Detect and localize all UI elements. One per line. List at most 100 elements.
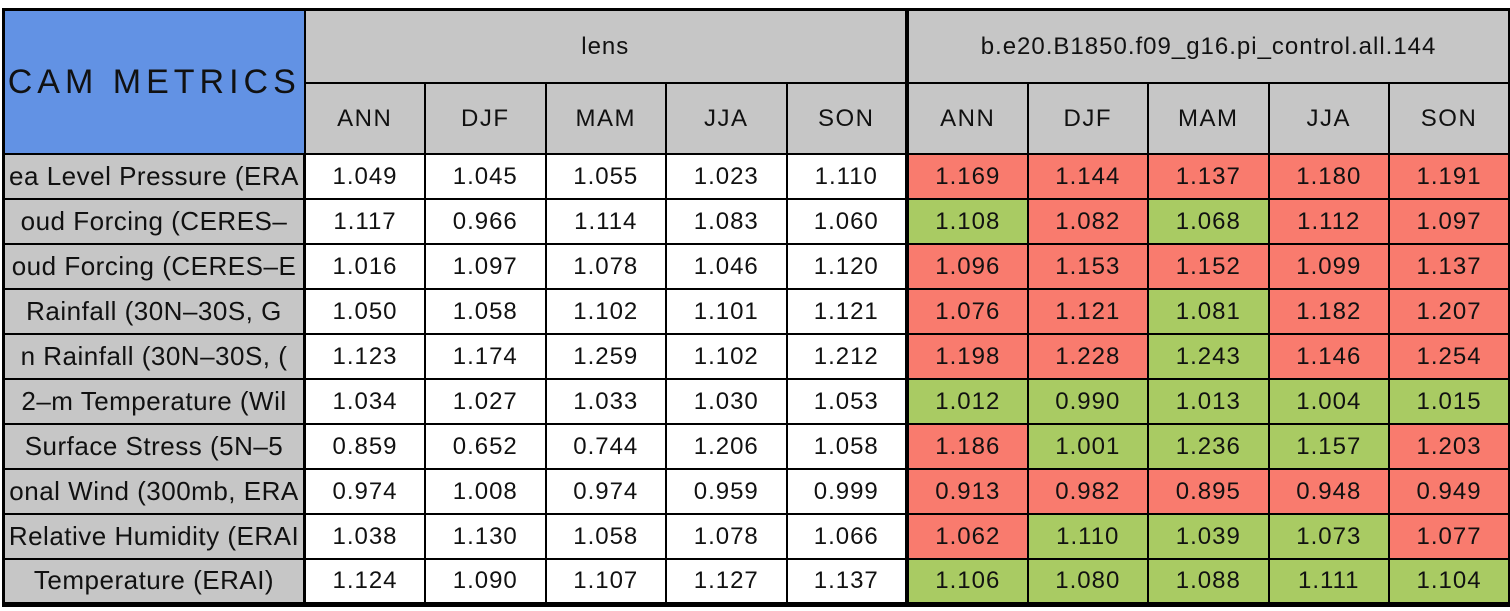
lens-value-cell: 1.123 [303,333,426,380]
control-value-cell: 1.015 [1388,378,1510,425]
lens-value-cell: 1.023 [665,153,788,200]
season-header-control-son: SON [1388,82,1510,155]
control-value-cell: 1.169 [905,153,1029,200]
control-value-cell: 1.207 [1388,288,1510,335]
lens-value-cell: 1.206 [665,423,788,470]
control-value-cell: 1.076 [905,288,1029,335]
metric-label: n Rainfall (30N–30S, ( [2,333,306,380]
control-value-cell: 1.254 [1388,333,1510,380]
lens-value-cell: 0.744 [544,423,667,470]
lens-value-cell: 1.124 [303,558,426,605]
control-value-cell: 1.080 [1026,558,1150,605]
season-header-control-djf: DJF [1026,82,1150,155]
lens-value-cell: 1.102 [544,288,667,335]
metric-row: onal Wind (300mb, ERA 0.974 1.008 0.974 0.95… [2,468,1510,515]
lens-value-cell: 1.259 [544,333,667,380]
season-header-control-jja: JJA [1267,82,1391,155]
lens-value-cell: 0.974 [544,468,667,515]
season-header-lens-djf: DJF [424,82,547,155]
lens-value-cell: 1.078 [665,513,788,560]
control-value-cell: 1.108 [905,198,1029,245]
control-value-cell: 1.082 [1026,198,1150,245]
metric-label: Rainfall (30N–30S, G [2,288,306,335]
control-value-cell: 1.137 [1388,243,1510,290]
control-value-cell: 1.110 [1026,513,1150,560]
control-value-cell: 1.073 [1267,513,1391,560]
lens-value-cell: 1.107 [544,558,667,605]
control-value-cell: 1.039 [1147,513,1270,560]
metric-row: Rainfall (30N–30S, G 1.050 1.058 1.102 1.101… [2,288,1510,335]
lens-value-cell: 1.083 [665,198,788,245]
lens-value-cell: 1.117 [303,198,426,245]
metric-row: n Rainfall (30N–30S, (1.123 1.174 1.259 1.1… [2,333,1510,380]
control-value-cell: 0.990 [1026,378,1150,425]
control-value-cell: 1.062 [905,513,1029,560]
table-title: CAM METRICS [2,8,306,155]
control-value-cell: 0.949 [1388,468,1510,515]
group-header-row: CAM METRICS lens b.e20.B1850.f09_g16.pi_… [2,8,1510,155]
metric-row: Relative Humidity (ERAI 1.038 1.130 1.058 1.… [2,513,1510,560]
lens-value-cell: 1.049 [303,153,426,200]
lens-value-cell: 1.066 [785,513,909,560]
control-value-cell: 1.106 [905,558,1029,605]
lens-value-cell: 1.027 [424,378,547,425]
control-value-cell: 1.111 [1267,558,1391,605]
season-header-row: ANN DJF MAM JJA SON ANN DJF MAM JJA SON [4,82,1510,155]
season-header-control-ann: ANN [905,82,1029,155]
control-value-cell: 1.121 [1026,288,1150,335]
metric-row: Temperature (ERAI) 1.124 1.090 1.107 1.127 1.… [2,558,1510,605]
lens-value-cell: 1.030 [665,378,788,425]
lens-value-cell: 1.137 [785,558,909,605]
group-header-control-case: b.e20.B1850.f09_g16.pi_control.all.144 [905,8,1510,85]
metric-row: oud Forcing (CERES– 1.117 0.966 1.114 1.083 1… [2,198,1510,245]
lens-value-cell: 1.121 [785,288,909,335]
lens-value-cell: 1.130 [424,513,547,560]
control-value-cell: 1.243 [1147,333,1270,380]
lens-value-cell: 1.016 [303,243,426,290]
lens-value-cell: 0.999 [785,468,909,515]
season-header-control-mam: MAM [1147,82,1270,155]
metric-label: 2–m Temperature (Wil [2,378,306,425]
lens-value-cell: 1.127 [665,558,788,605]
lens-value-cell: 1.058 [785,423,909,470]
season-header-lens-mam: MAM [544,82,667,155]
lens-value-cell: 1.050 [303,288,426,335]
lens-value-cell: 1.097 [424,243,547,290]
season-header-lens-ann: ANN [303,82,426,155]
control-value-cell: 1.097 [1388,198,1510,245]
control-value-cell: 1.228 [1026,333,1150,380]
control-value-cell: 1.001 [1026,423,1150,470]
control-value-cell: 1.088 [1147,558,1270,605]
lens-value-cell: 1.090 [424,558,547,605]
metric-label: Temperature (ERAI) [2,558,306,605]
metric-row: oud Forcing (CERES–E 1.016 1.097 1.078 1.046… [2,243,1510,290]
control-value-cell: 0.895 [1147,468,1270,515]
lens-value-cell: 1.045 [424,153,547,200]
lens-value-cell: 1.038 [303,513,426,560]
control-value-cell: 1.186 [905,423,1029,470]
control-value-cell: 1.144 [1026,153,1150,200]
control-value-cell: 1.104 [1388,558,1510,605]
group-header-lens: lens [303,8,909,85]
lens-value-cell: 1.034 [303,378,426,425]
control-value-cell: 0.948 [1267,468,1391,515]
metric-label: onal Wind (300mb, ERA [2,468,306,515]
lens-value-cell: 1.078 [544,243,667,290]
control-value-cell: 1.153 [1026,243,1150,290]
lens-value-cell: 1.110 [785,153,909,200]
cam-metrics-table: CAM METRICS lens b.e20.B1850.f09_g16.pi_… [2,8,1510,607]
control-value-cell: 1.068 [1147,198,1270,245]
control-value-cell: 1.203 [1388,423,1510,470]
season-header-lens-jja: JJA [665,82,788,155]
lens-value-cell: 0.966 [424,198,547,245]
control-value-cell: 1.236 [1147,423,1270,470]
control-value-cell: 1.096 [905,243,1029,290]
control-value-cell: 0.913 [905,468,1029,515]
season-header-lens-son: SON [785,82,909,155]
lens-value-cell: 0.974 [303,468,426,515]
control-value-cell: 1.180 [1267,153,1391,200]
metric-row: ea Level Pressure (ERA 1.049 1.045 1.055 1.0… [2,153,1510,200]
control-value-cell: 0.982 [1026,468,1150,515]
lens-value-cell: 1.055 [544,153,667,200]
